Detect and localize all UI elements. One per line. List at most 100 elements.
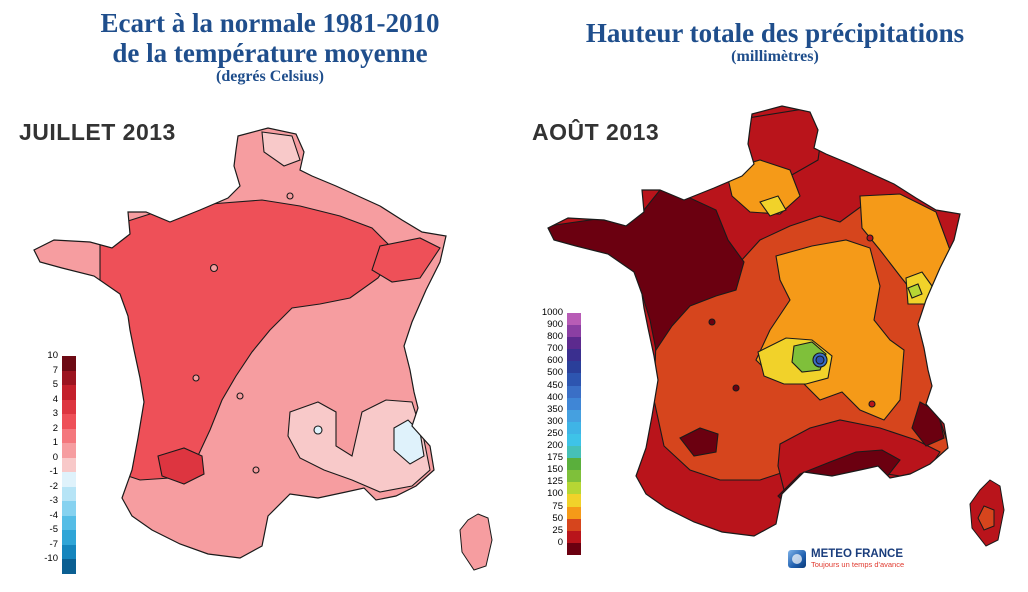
legend-label: 75 <box>552 500 563 512</box>
legend-label: 800 <box>547 331 563 343</box>
temperature-subtitle: (degrés Celsius) <box>216 68 324 85</box>
legend-label: -10 <box>44 553 58 564</box>
legend-label: 150 <box>547 464 563 476</box>
temperature-month-label: JUILLET 2013 <box>19 119 176 145</box>
warm-anomaly-zone <box>99 199 397 481</box>
legend-label: 25 <box>552 524 563 536</box>
legend-label: -4 <box>49 509 58 521</box>
legend-label: 250 <box>547 427 563 439</box>
meteo-france-tagline: Toujours un temps d'avance <box>811 560 905 569</box>
legend-swatch <box>62 443 76 458</box>
legend-label: -1 <box>49 466 58 477</box>
legend-label: 1000 <box>541 307 563 318</box>
legend-swatch <box>62 501 76 516</box>
anomaly-spot <box>286 192 294 200</box>
precipitation-map <box>547 105 1005 547</box>
legend-swatch <box>62 385 76 400</box>
temperature-map <box>33 127 493 571</box>
legend-label: -3 <box>49 495 58 506</box>
lime-rain-east <box>907 283 923 299</box>
legend-label: 350 <box>547 403 563 415</box>
hot-anomaly-southwest <box>157 447 205 485</box>
legend-label: -2 <box>49 480 58 492</box>
legend-label: -7 <box>49 538 58 550</box>
rain-spot <box>866 234 874 242</box>
legend-label: 10 <box>47 350 58 361</box>
legend-swatch <box>62 414 76 429</box>
legend-swatch <box>567 433 581 447</box>
legend-label: 50 <box>552 512 563 524</box>
legend-label: 300 <box>547 415 563 427</box>
temperature-title: Ecart à la normale 1981-2010 de la tempé… <box>40 8 500 86</box>
precipitation-title-line: Hauteur totale des précipitations <box>585 18 965 48</box>
rain-spot <box>732 384 740 392</box>
meteo-france-logo: METEO FRANCE Toujours un temps d'avance <box>788 548 904 569</box>
anomaly-spot <box>313 425 323 435</box>
legend-label: 900 <box>547 319 563 331</box>
legend-label: 0 <box>52 451 58 463</box>
legend-swatch <box>62 370 76 385</box>
legend-swatch <box>62 428 76 443</box>
legend-label: 100 <box>547 488 563 500</box>
anomaly-spot <box>209 263 219 273</box>
legend-swatch <box>567 494 581 507</box>
legend-swatch <box>567 313 581 326</box>
legend-swatch <box>567 530 581 543</box>
meteo-france-name: METEO FRANCE <box>811 548 903 560</box>
legend-label: -5 <box>49 524 58 535</box>
rain-spot <box>868 400 876 408</box>
legend-swatch <box>567 325 581 338</box>
legend-label: 7 <box>52 364 58 376</box>
legend-label: 200 <box>547 440 563 452</box>
precipitation-subtitle: (millimètres) <box>731 48 819 65</box>
legend-label: 3 <box>52 408 58 419</box>
legend-swatch <box>62 559 76 574</box>
legend-label: 1 <box>52 437 58 448</box>
legend-swatch <box>567 397 581 410</box>
legend-label: 450 <box>547 379 563 391</box>
legend-swatch <box>567 506 581 519</box>
legend-swatch <box>567 409 581 422</box>
legend-label: 125 <box>547 476 563 488</box>
extreme-rain-core-inner <box>815 355 825 365</box>
corsica-temperature <box>459 513 493 571</box>
driest-central-patch <box>679 427 719 457</box>
legend-label: 600 <box>547 355 563 367</box>
legend-swatch <box>567 373 581 386</box>
precipitation-title: Hauteur totale des précipitations (milli… <box>535 18 1015 66</box>
legend-swatch <box>62 486 76 501</box>
temperature-title-line2: de la température moyenne <box>112 38 428 68</box>
legend-swatch <box>567 542 581 555</box>
legend-swatch <box>62 544 76 559</box>
precipitation-month-label: AOÛT 2013 <box>532 119 660 145</box>
legend-swatch <box>567 446 581 459</box>
legend-label: 700 <box>547 343 563 355</box>
legend-swatch <box>62 530 76 545</box>
legend-swatch <box>567 385 581 398</box>
legend-swatch <box>62 399 76 414</box>
legend-swatch <box>567 482 581 495</box>
legend-swatch <box>567 337 581 350</box>
anomaly-spot <box>252 466 260 474</box>
meteo-france-emblem-icon <box>788 549 806 568</box>
legend-swatch <box>62 356 76 371</box>
legend-swatch <box>567 518 581 531</box>
anomaly-spot <box>192 374 200 382</box>
temperature-title-line1: Ecart à la normale 1981-2010 <box>100 8 440 38</box>
legend-swatch <box>567 421 581 434</box>
legend-label: 500 <box>547 367 563 379</box>
legend-label: 400 <box>547 391 563 403</box>
legend-label: 175 <box>547 452 563 464</box>
anomaly-spot <box>236 392 244 400</box>
corsica-dry-patch <box>977 505 995 531</box>
rain-spot <box>708 318 716 326</box>
legend-label: 4 <box>52 393 58 405</box>
legend-swatch <box>567 361 581 374</box>
legend-label: 5 <box>52 379 58 390</box>
legend-swatch <box>567 470 581 483</box>
legend-label: 0 <box>557 536 563 548</box>
very-heavy-rain-north <box>759 195 787 217</box>
warm-anomaly-north-strip <box>371 237 441 283</box>
legend-swatch <box>567 458 581 471</box>
